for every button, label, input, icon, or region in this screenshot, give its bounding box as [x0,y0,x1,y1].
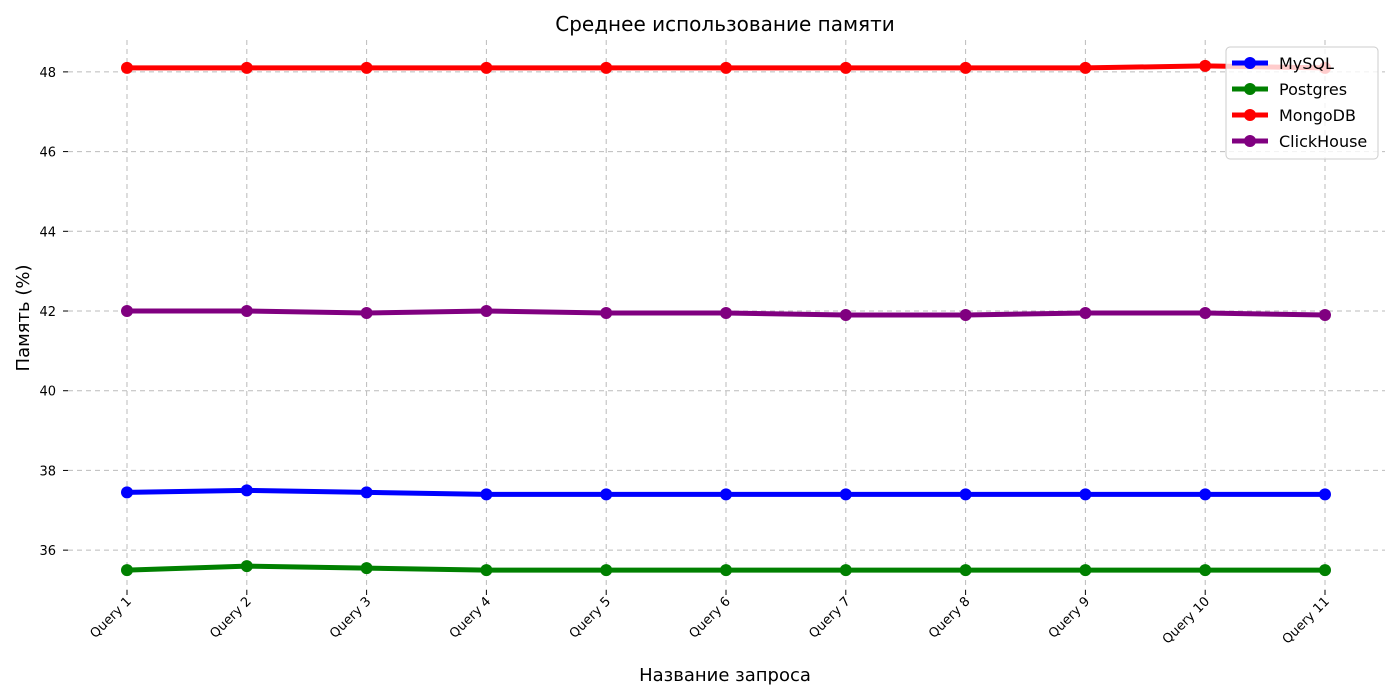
data-point [121,486,133,499]
legend-label: Postgres [1279,80,1347,99]
data-point [720,564,732,577]
data-point [1319,488,1331,501]
series-clickhouse [121,305,1331,321]
legend-item-postgres: Postgres [1232,80,1347,99]
data-point [959,309,972,321]
legend-marker [1244,83,1256,95]
legend-item-mysql: MySQL [1232,54,1334,73]
x-tick-label: Query 11 [1280,594,1333,647]
y-tick-label: 40 [39,385,56,400]
data-point [480,564,493,577]
data-point [240,61,253,74]
data-point [600,488,613,501]
legend-marker [1244,135,1256,147]
x-tick-label: Query 2 [207,594,254,641]
series-layer [121,59,1331,577]
data-point [600,307,613,320]
data-point [1199,59,1212,72]
x-tick-label: Query 6 [687,594,734,641]
series-mysql [121,484,1331,501]
y-tick-label: 46 [39,146,56,161]
legend: MySQL Postgres MongoDB ClickHouse [1225,46,1379,160]
y-tick-label: 42 [39,305,56,320]
y-axis-label: Память (%) [13,265,34,372]
legend-item-mongodb: MongoDB [1232,106,1356,125]
y-tick-label: 48 [39,66,56,81]
data-point [480,305,493,318]
data-point [959,61,972,74]
legend-label: ClickHouse [1279,132,1367,151]
y-tick-label: 36 [39,544,56,559]
data-point [1319,564,1331,577]
data-point [1199,564,1212,577]
data-point [839,488,852,501]
data-point [1079,307,1092,320]
data-point [360,61,373,74]
data-point [360,307,373,320]
data-point [240,560,253,573]
data-point [121,61,133,74]
x-tick-label: Query 8 [926,594,973,641]
x-tick-label: Query 7 [806,594,853,641]
x-tick-label: Query 3 [327,594,374,641]
data-point [600,61,613,74]
data-point [1199,307,1212,320]
data-point [360,486,373,499]
x-axis-label: Название запроса [639,665,811,686]
y-axis: 36 38 40 42 44 46 48 [39,66,68,559]
legend-label: MongoDB [1279,106,1356,125]
chart-title: Среднее использование памяти [555,12,894,36]
x-tick-label: Query 4 [447,594,494,641]
legend-label: MySQL [1279,54,1334,73]
legend-box [1225,46,1379,160]
data-point [959,488,972,501]
data-point [1079,61,1092,74]
data-point [1079,488,1092,501]
series-postgres [121,560,1331,577]
data-point [600,564,613,577]
x-axis: Query 1 Query 2 Query 3 Query 4 Query 5 Query… [88,590,1333,647]
data-point [1319,309,1331,321]
data-point [720,61,732,74]
data-point [1199,488,1212,501]
data-point [1079,564,1092,577]
data-point [240,484,253,497]
data-point [480,61,493,74]
data-point [720,307,732,320]
legend-marker [1244,57,1256,69]
data-point [839,309,852,321]
data-point [720,488,732,501]
x-tick-label: Query 10 [1160,594,1213,647]
data-point [121,564,133,577]
data-point [360,562,373,575]
data-point [480,488,493,501]
data-point [121,305,133,318]
legend-marker [1244,109,1256,121]
data-point [959,564,972,577]
data-point [839,564,852,577]
data-point [240,305,253,318]
x-tick-label: Query 9 [1046,594,1093,641]
data-point [839,61,852,74]
x-tick-label: Query 5 [567,594,614,641]
y-tick-label: 38 [39,464,56,479]
y-tick-label: 44 [39,225,56,240]
x-tick-label: Query 1 [88,594,135,641]
legend-item-clickhouse: ClickHouse [1232,132,1367,151]
